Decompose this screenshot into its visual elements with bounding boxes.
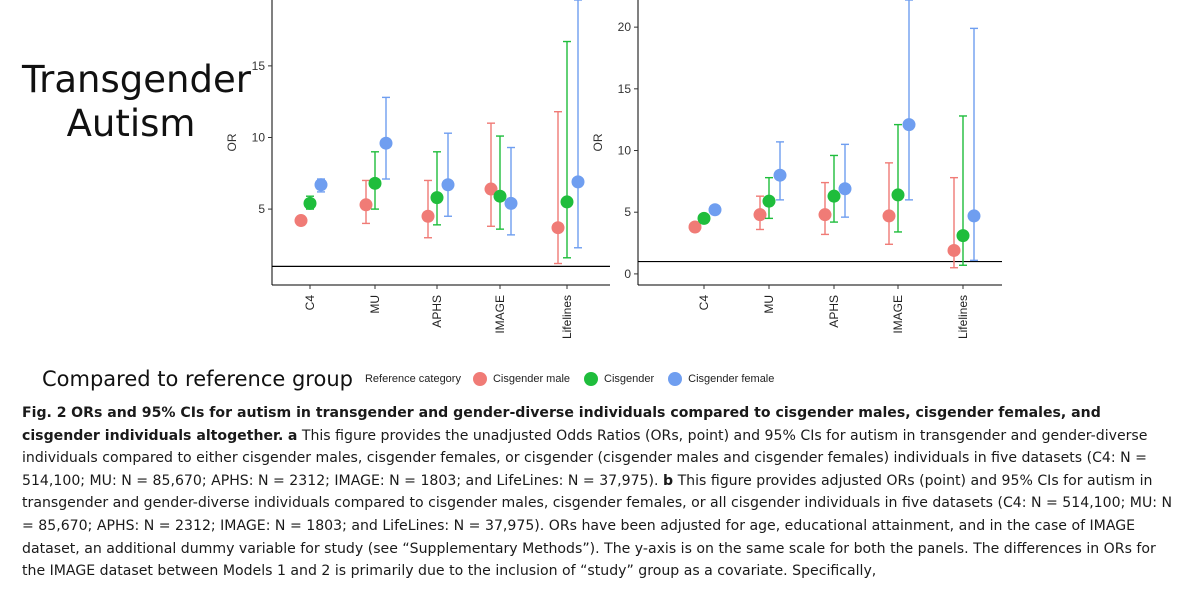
y-tick-label: 5 (624, 205, 631, 219)
x-tick-label-lifelines: Lifelines (956, 295, 970, 339)
caption-paragraph: Fig. 2 ORs and 95% CIs for autism in tra… (22, 402, 1180, 583)
y-tick-label: 20 (618, 20, 632, 34)
caption-b-label: b (663, 472, 674, 489)
x-tick-label-c4: C4 (303, 295, 317, 311)
legend-label-cisgender-female: Cisgender female (688, 373, 775, 385)
x-tick-label-aphs: APHS (430, 295, 444, 328)
figure-caption: Fig. 2 ORs and 95% CIs for autism in tra… (22, 402, 1180, 600)
chart-panel-b: 0 5 10 15 20 OR C4 MU APHS IMAGE Lifelines (591, 0, 1002, 339)
legend-swatch-cisgender (584, 372, 599, 386)
compared-label: Compared to reference group (42, 367, 353, 391)
point-cisgender-male-aphs (818, 208, 832, 222)
y-tick-label: 10 (618, 144, 632, 158)
legend-item-cisgender-female: Cisgender female (668, 372, 774, 386)
point-cisgender-mu (368, 176, 382, 190)
x-tick-label-image: IMAGE (493, 295, 507, 334)
y-tick-label: 15 (618, 82, 632, 96)
y-tick-label: 15 (252, 59, 266, 73)
legend-swatch-cisgender-male (472, 372, 487, 386)
y-tick-label: 10 (252, 130, 266, 144)
x-tick-label-image: IMAGE (891, 295, 905, 334)
point-cisgender-image (493, 189, 507, 203)
legend-row: Compared to reference group Reference ca… (42, 366, 788, 392)
point-cisgender-lifelines (956, 229, 970, 243)
point-cisgender-mu (762, 194, 776, 208)
x-tick-label-aphs: APHS (827, 295, 841, 328)
point-cisgender-c4 (303, 196, 317, 210)
point-cisgender-female-aphs (838, 182, 852, 196)
point-cisgender-female-c4 (314, 178, 328, 192)
point-cisgender-female-c4 (708, 203, 722, 217)
point-cisgender-female-image (902, 118, 916, 132)
point-cisgender-male-mu (359, 198, 373, 212)
legend-label-cisgender-male: Cisgender male (492, 373, 571, 385)
point-cisgender-aphs (430, 191, 444, 205)
overlay-title: Transgender Autism (22, 58, 251, 146)
point-cisgender-male-lifelines (947, 243, 961, 257)
point-cisgender-female-mu (773, 168, 787, 182)
caption-fig-title: ORs and 95% CIs for autism in transgende… (22, 405, 1101, 444)
overlay-title-line1: Transgender (22, 58, 251, 101)
point-cisgender-male-image (882, 209, 896, 223)
point-cisgender-female-aphs (441, 178, 455, 192)
point-cisgender-lifelines (560, 195, 574, 209)
point-cisgender-male-aphs (421, 209, 435, 223)
point-cisgender-male-mu (753, 208, 767, 222)
point-cisgender-image (891, 188, 905, 202)
caption-a-label: a (287, 427, 298, 444)
legend-item-cisgender: Cisgender (584, 372, 654, 386)
point-cisgender-male-lifelines (551, 221, 565, 235)
y-tick-label: 0 (624, 267, 631, 281)
x-tick-label-c4: C4 (697, 295, 711, 311)
caption-fig-label: Fig. 2 (22, 405, 67, 421)
overlay-title-line2: Autism (66, 102, 196, 145)
chart-panel-a: 5 10 15 OR C4 MU APHS IMAGE Lifelines (225, 0, 610, 339)
x-tick-label-mu: MU (762, 295, 776, 314)
point-cisgender-female-lifelines (571, 175, 585, 189)
point-cisgender-c4 (697, 211, 711, 225)
caption-b-text: This figure provides adjusted ORs (point… (22, 472, 1173, 580)
caption-a-text: This figure provides the unadjusted Odds… (22, 427, 1148, 489)
x-tick-label-lifelines: Lifelines (560, 295, 574, 339)
point-cisgender-female-lifelines (967, 209, 981, 223)
y-axis-label: OR (591, 133, 605, 151)
point-cisgender-male-c4 (688, 220, 702, 234)
x-tick-label-mu: MU (368, 295, 382, 314)
y-tick-label: 5 (258, 202, 265, 216)
charts-svg: 5 10 15 OR C4 MU APHS IMAGE Lifelines 0 5 10 15 20 OR C… (225, 0, 1002, 339)
point-cisgender-male-c4 (294, 214, 308, 228)
y-axis-label: OR (225, 133, 239, 151)
point-cisgender-aphs (827, 189, 841, 203)
legend-item-cisgender-male: Cisgender male (472, 372, 571, 386)
point-cisgender-female-image (504, 196, 518, 210)
legend-title: Reference category (364, 373, 461, 385)
point-cisgender-female-mu (379, 136, 393, 150)
point-cisgender-male-image (484, 182, 498, 196)
legend-label-cisgender: Cisgender (604, 373, 655, 385)
legend-swatch-cisgender-female (668, 372, 683, 386)
